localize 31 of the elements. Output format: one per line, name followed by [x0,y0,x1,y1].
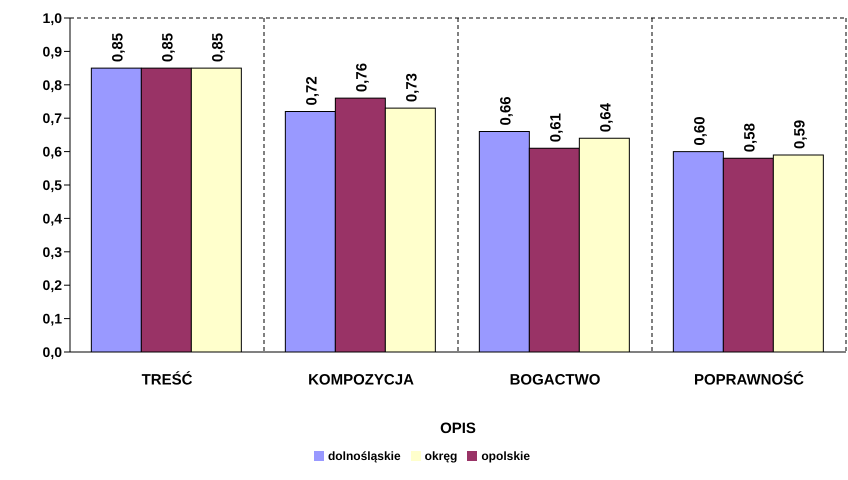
legend-label: okręg [424,449,458,463]
data-label: 0,66 [497,96,514,126]
y-tick-label: 0,8 [42,76,62,93]
y-tick-label: 0,1 [42,310,62,327]
legend-label: opolskie [481,449,530,463]
y-tick-label: 0,5 [42,176,62,193]
y-tick-label: 0,7 [42,110,62,126]
data-label: 0,76 [353,62,370,92]
x-tick-label: BOGACTWO [510,372,601,389]
data-label: 0,60 [691,116,708,146]
data-label: 0,72 [303,76,320,106]
x-tick-label: POPRAWNOŚĆ [694,370,804,389]
y-tick-label: 0,9 [42,43,62,60]
y-tick-label: 0,2 [42,277,62,294]
y-tick-label: 0,0 [42,344,62,360]
data-label: 0,85 [159,32,176,62]
data-label: 0,73 [403,72,420,102]
y-tick-label: 0,6 [42,144,62,160]
y-tick-label: 1,0 [42,10,62,26]
data-label: 0,85 [109,32,126,62]
y-tick-label: 0,3 [42,244,62,260]
legend-label: dolnośląskie [328,449,401,463]
data-label: 0,64 [597,102,614,132]
x-tick-label: TREŚĆ [142,370,193,389]
x-tick-label: KOMPOZYCJA [308,372,414,389]
x-axis-title: OPIS [440,420,476,437]
y-tick-label: 0,4 [42,210,62,226]
data-label: 0,61 [547,113,564,142]
data-label: 0,85 [209,32,226,62]
data-label: 0,59 [791,120,808,149]
data-label: 0,58 [741,123,758,152]
